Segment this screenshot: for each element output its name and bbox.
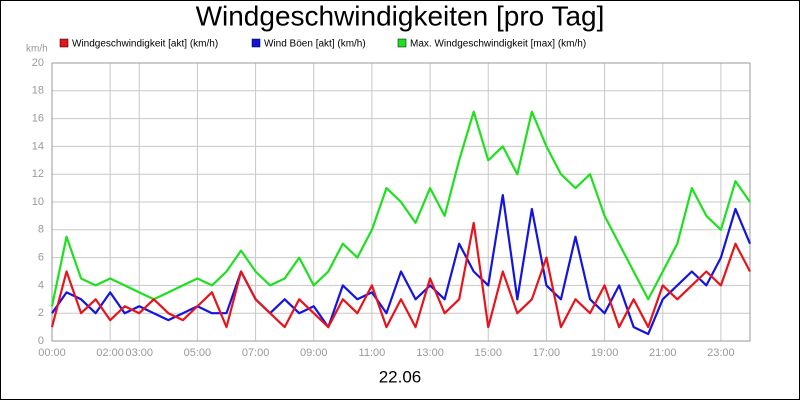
- y-tick-label: 6: [38, 252, 44, 264]
- series-line: [50, 221, 751, 329]
- x-tick-label: 02:00: [96, 347, 124, 359]
- x-tick-label: 05:00: [184, 347, 212, 359]
- y-tick-label: 20: [32, 57, 44, 69]
- chart-title: Windgeschwindigkeiten [pro Tag]: [196, 0, 605, 31]
- x-tick-label: 21:00: [649, 347, 677, 359]
- x-tick-label: 03:00: [125, 347, 153, 359]
- y-tick-label: 12: [32, 168, 44, 180]
- series-line: [50, 110, 751, 307]
- y-tick-label: 16: [32, 113, 44, 125]
- y-tick-label: 18: [32, 85, 44, 97]
- legend-label: Windgeschwindigkeit [akt] (km/h): [72, 39, 218, 50]
- x-tick-label: 17:00: [533, 347, 561, 359]
- x-tick-label: 07:00: [242, 347, 270, 359]
- legend-label: Max. Windgeschwindigkeit [max] (km/h): [410, 39, 586, 50]
- legend-swatch: [59, 38, 69, 48]
- y-tick-label: 8: [38, 224, 44, 236]
- x-tick-label: 15:00: [474, 347, 502, 359]
- y-tick-label: 10: [32, 196, 44, 208]
- y-tick-label: 4: [38, 279, 44, 291]
- series-line: [51, 193, 752, 336]
- legend-swatch: [397, 38, 407, 48]
- x-tick-label: 09:00: [300, 347, 328, 359]
- x-axis-label: 22.06: [379, 367, 422, 386]
- legend-label: Wind Böen [akt] (km/h): [264, 39, 366, 50]
- x-tick-label: 23:00: [707, 347, 735, 359]
- legend-swatch: [251, 38, 261, 48]
- x-tick-label: 11:00: [359, 347, 386, 359]
- x-tick-label: 00:00: [38, 347, 66, 359]
- x-tick-label: 19:00: [591, 347, 619, 359]
- y-tick-label: 14: [32, 140, 44, 152]
- x-tick-label: 13:00: [416, 347, 444, 359]
- y-tick-label: 0: [38, 335, 44, 347]
- y-axis-label: km/h: [26, 44, 48, 55]
- y-tick-label: 2: [38, 307, 44, 319]
